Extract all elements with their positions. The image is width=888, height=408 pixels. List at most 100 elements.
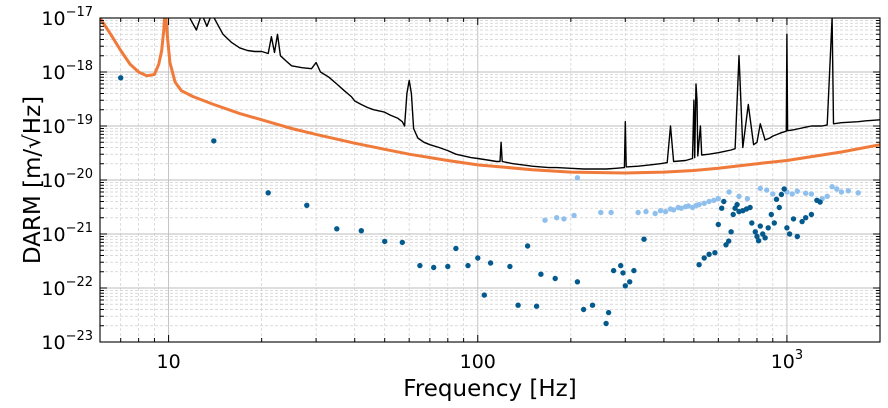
data-point-3 bbox=[784, 225, 790, 231]
data-point-2 bbox=[689, 204, 696, 211]
y-tick-label: 10−23 bbox=[41, 329, 93, 354]
data-point-3 bbox=[605, 309, 612, 316]
x-tick-label: 100 bbox=[460, 351, 496, 373]
data-point-3 bbox=[574, 279, 581, 285]
y-tick-label: 10−19 bbox=[41, 113, 93, 138]
data-point-2 bbox=[711, 197, 717, 203]
data-point-2 bbox=[838, 189, 845, 195]
data-point-3 bbox=[641, 236, 647, 242]
data-point-3 bbox=[265, 190, 271, 196]
data-point-2 bbox=[855, 190, 861, 196]
data-point-2 bbox=[794, 188, 800, 194]
data-point-3 bbox=[618, 262, 624, 269]
series-layer bbox=[100, 18, 880, 327]
data-point-3 bbox=[603, 320, 609, 327]
data-point-3 bbox=[118, 75, 124, 81]
data-point-3 bbox=[481, 292, 487, 298]
data-point-2 bbox=[834, 186, 840, 192]
data-point-2 bbox=[715, 196, 721, 202]
data-point-3 bbox=[790, 216, 797, 222]
data-point-2 bbox=[744, 196, 751, 202]
data-point-3 bbox=[786, 231, 793, 237]
data-point-2 bbox=[685, 203, 692, 209]
data-point-2 bbox=[635, 209, 641, 216]
data-point-3 bbox=[358, 228, 364, 234]
data-point-3 bbox=[719, 205, 725, 211]
data-point-2 bbox=[803, 190, 809, 196]
data-point-2 bbox=[662, 208, 669, 215]
data-point-2 bbox=[764, 187, 770, 193]
data-point-3 bbox=[431, 264, 437, 271]
data-point-2 bbox=[757, 185, 763, 192]
data-point-2 bbox=[696, 201, 702, 208]
data-point-3 bbox=[754, 233, 760, 240]
data-point-3 bbox=[453, 245, 459, 252]
data-point-3 bbox=[781, 186, 787, 192]
data-point-2 bbox=[657, 208, 664, 214]
x-axis-label: Frequency [Hz] bbox=[403, 376, 576, 402]
data-point-3 bbox=[610, 267, 617, 274]
data-point-3 bbox=[627, 279, 633, 285]
data-point-2 bbox=[770, 191, 776, 197]
data-point-2 bbox=[706, 198, 712, 205]
data-point-3 bbox=[752, 229, 758, 235]
data-point-2 bbox=[829, 184, 835, 190]
data-point-2 bbox=[571, 212, 577, 219]
data-point-3 bbox=[771, 220, 777, 226]
data-point-3 bbox=[399, 239, 405, 246]
data-point-2 bbox=[845, 188, 851, 194]
data-point-3 bbox=[580, 306, 587, 313]
data-point-3 bbox=[445, 263, 451, 270]
y-tick-label: 10−22 bbox=[41, 275, 93, 300]
data-point-3 bbox=[533, 303, 540, 309]
data-point-2 bbox=[726, 189, 732, 195]
series-line-0 bbox=[188, 18, 880, 170]
data-point-2 bbox=[701, 200, 707, 206]
data-point-3 bbox=[538, 271, 544, 277]
data-point-3 bbox=[417, 262, 423, 269]
data-point-2 bbox=[652, 210, 658, 217]
y-tick-label: 10−20 bbox=[41, 167, 93, 192]
x-tick-label: 103 bbox=[771, 348, 803, 373]
data-point-2 bbox=[736, 193, 742, 199]
data-point-3 bbox=[465, 262, 471, 269]
data-point-3 bbox=[799, 218, 805, 225]
data-point-3 bbox=[701, 255, 707, 261]
data-point-3 bbox=[808, 211, 815, 218]
data-point-3 bbox=[765, 225, 771, 231]
data-point-3 bbox=[749, 220, 755, 226]
y-tick-label: 10−17 bbox=[41, 5, 93, 30]
data-point-2 bbox=[542, 217, 548, 223]
data-point-3 bbox=[304, 202, 310, 208]
data-point-3 bbox=[728, 229, 734, 235]
data-point-2 bbox=[670, 207, 677, 213]
series-line-1 bbox=[100, 18, 880, 175]
data-point-3 bbox=[755, 238, 762, 244]
y-tick-label: 10−18 bbox=[41, 59, 93, 84]
data-point-3 bbox=[712, 250, 718, 256]
data-point-3 bbox=[776, 204, 782, 211]
data-point-3 bbox=[817, 199, 823, 205]
data-point-2 bbox=[678, 205, 684, 211]
data-point-3 bbox=[734, 201, 740, 208]
data-point-2 bbox=[554, 215, 560, 221]
data-point-3 bbox=[730, 211, 736, 218]
data-point-2 bbox=[598, 209, 604, 216]
y-tick-label: 10−21 bbox=[41, 221, 93, 246]
data-point-2 bbox=[808, 191, 815, 197]
data-point-3 bbox=[803, 215, 809, 221]
data-point-3 bbox=[773, 196, 780, 202]
data-point-3 bbox=[723, 242, 729, 248]
data-point-3 bbox=[552, 275, 558, 282]
data-point-3 bbox=[515, 302, 521, 308]
data-point-3 bbox=[706, 251, 712, 257]
data-point-3 bbox=[762, 235, 768, 241]
x-tick-label: 10 bbox=[156, 351, 180, 373]
data-point-2 bbox=[608, 209, 614, 216]
data-point-3 bbox=[620, 270, 626, 276]
data-point-3 bbox=[475, 255, 481, 261]
data-point-3 bbox=[507, 263, 513, 270]
data-point-2 bbox=[789, 191, 795, 197]
